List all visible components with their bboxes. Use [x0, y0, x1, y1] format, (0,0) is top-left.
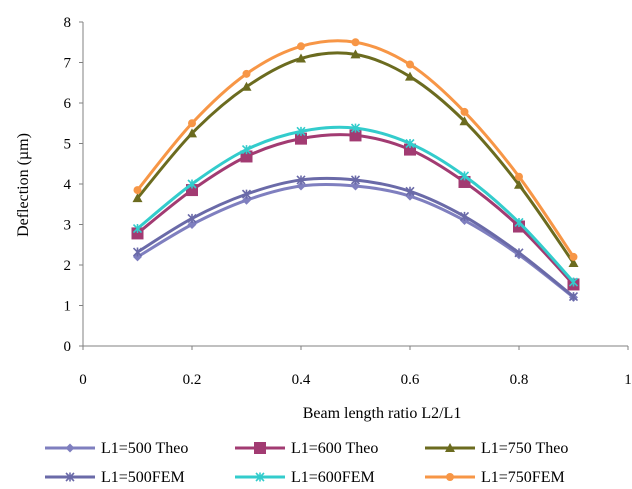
- data-point: [132, 223, 143, 234]
- data-point: [514, 179, 524, 189]
- x-tick-label: 0.4: [292, 372, 311, 388]
- data-point: [406, 60, 414, 69]
- legend-marker: [446, 473, 454, 481]
- series-line: [136, 125, 575, 284]
- data-point: [514, 217, 524, 228]
- data-point: [188, 119, 196, 128]
- data-point: [514, 248, 524, 258]
- legend-marker: [65, 443, 75, 453]
- series-line: [136, 51, 575, 264]
- data-point: [296, 126, 306, 136]
- data-point: [459, 116, 470, 126]
- data-point: [568, 292, 579, 302]
- y-tick-label: 7: [64, 56, 72, 72]
- data-point: [187, 213, 197, 223]
- data-point: [242, 195, 251, 205]
- series-line: [136, 39, 575, 258]
- y-tick-label: 2: [64, 258, 72, 274]
- y-tick-label: 8: [64, 15, 72, 31]
- data-point: [568, 277, 579, 287]
- data-point: [241, 145, 252, 155]
- data-point: [569, 252, 578, 261]
- legend-item: L1=750 Theo: [425, 440, 568, 457]
- data-point: [296, 53, 306, 63]
- data-point: [241, 189, 252, 199]
- x-tick-label: 0.8: [510, 372, 529, 388]
- data-point: [459, 211, 470, 221]
- y-tick-label: 6: [64, 96, 72, 112]
- data-point: [405, 71, 415, 81]
- legend-item: L1=600 Theo: [235, 440, 378, 457]
- legend-marker: [254, 442, 266, 454]
- data-point: [133, 186, 142, 195]
- legend-item: L1=500 Theo: [45, 440, 188, 457]
- legend-label: L1=500FEM: [101, 469, 185, 486]
- x-tick-label: 0: [79, 372, 87, 388]
- legend-item: L1=500FEM: [45, 469, 185, 486]
- legend-marker: [255, 472, 265, 482]
- y-tick-label: 0: [64, 339, 72, 355]
- y-tick-label: 1: [64, 299, 72, 315]
- data-point: [351, 38, 360, 47]
- data-point: [242, 69, 251, 78]
- y-tick-labels: 0 1 2 3 4 5 6 7 8: [64, 15, 83, 355]
- series-2: [131, 129, 580, 291]
- series-line: [136, 133, 575, 286]
- series-line: [136, 176, 575, 298]
- y-tick-label: 3: [64, 218, 72, 234]
- data-point: [132, 193, 143, 203]
- legend-item: L1=600FEM: [235, 469, 375, 486]
- data-point: [241, 81, 252, 91]
- data-point: [405, 138, 415, 149]
- x-tick-label: 0.6: [401, 372, 420, 388]
- data-point: [297, 42, 305, 51]
- data-point: [405, 186, 415, 196]
- data-point: [131, 227, 144, 240]
- x-tick-label: 0.2: [183, 372, 202, 388]
- data-point: [187, 220, 197, 229]
- series-4: [132, 175, 579, 302]
- data-point: [350, 175, 361, 185]
- data-point: [568, 257, 579, 267]
- legend-label: L1=750 Theo: [481, 440, 568, 457]
- x-axis-title: Beam length ratio L2/L1: [303, 405, 462, 422]
- series-6: [133, 38, 578, 261]
- data-point: [187, 128, 197, 138]
- data-point: [187, 179, 197, 189]
- data-point: [351, 181, 360, 191]
- series-5: [132, 123, 579, 287]
- series-group: [131, 38, 580, 302]
- legend-label: L1=600 Theo: [291, 440, 378, 457]
- data-point: [350, 123, 361, 133]
- legend-label: L1=500 Theo: [101, 440, 188, 457]
- series-1: [133, 181, 578, 302]
- data-point: [295, 132, 307, 145]
- x-tick-labels: 0 0.2 0.4 0.6 0.8 1: [79, 346, 632, 388]
- data-point: [515, 172, 523, 181]
- legend: L1=500 Theo L1=600 Theo L1=750 Theo L1=500F…: [45, 440, 568, 486]
- legend-label: L1=600FEM: [291, 469, 375, 486]
- data-point: [460, 107, 469, 116]
- legend-item: L1=750FEM: [425, 469, 565, 486]
- data-point: [132, 247, 143, 257]
- y-tick-label: 5: [64, 137, 72, 153]
- series-line: [136, 183, 575, 299]
- y-axis-title: Deflection (µm): [15, 133, 32, 237]
- y-tick-label: 4: [64, 177, 72, 193]
- data-point: [349, 129, 362, 142]
- x-tick-label: 1: [624, 372, 632, 388]
- series-3: [132, 49, 579, 267]
- data-point: [350, 49, 361, 59]
- legend-label: L1=750FEM: [481, 469, 565, 486]
- legend-marker: [445, 443, 455, 452]
- data-point: [296, 175, 306, 185]
- data-point: [296, 181, 306, 191]
- legend-marker: [65, 472, 75, 482]
- data-point: [459, 171, 470, 181]
